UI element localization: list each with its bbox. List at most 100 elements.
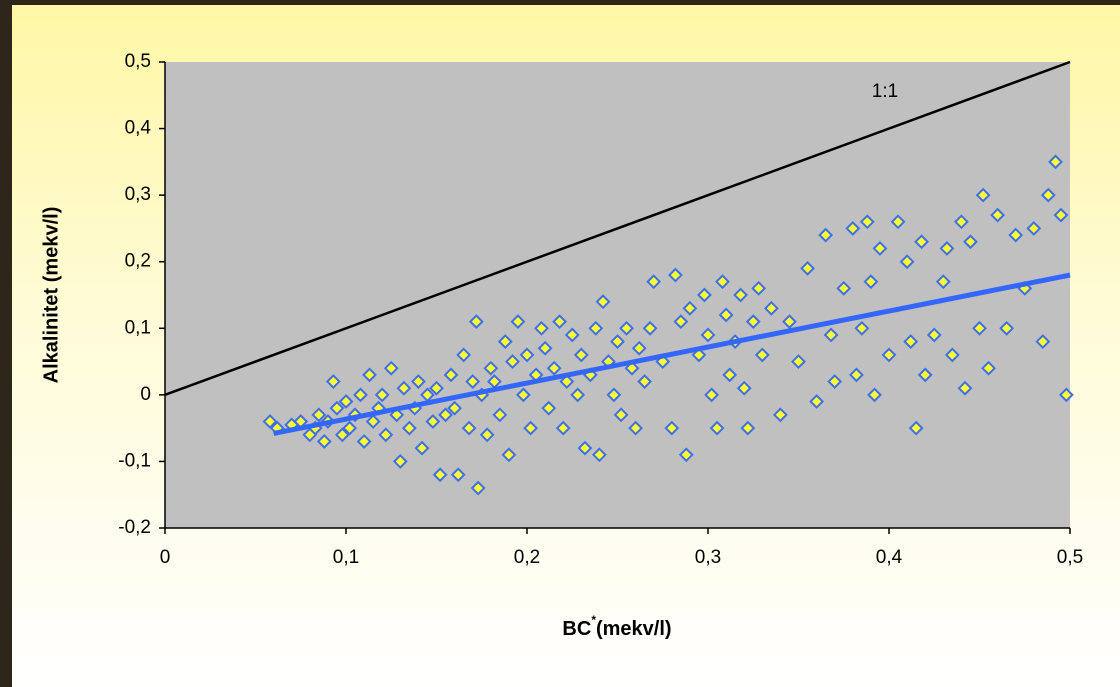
data-point [715,274,730,290]
data-point [791,354,806,369]
data-point [935,274,951,290]
x-tick-label: 0,5 [1057,547,1083,568]
data-point [501,447,517,463]
data-point [867,387,882,403]
data-point [696,287,712,303]
data-point [890,214,906,230]
data-point [972,320,987,336]
data-point [827,374,843,389]
data-point [1048,154,1063,170]
x-axis-title-main: BC [562,618,591,640]
data-point [316,434,332,449]
data-point [342,420,358,436]
x-tick-label: 0 [160,547,171,568]
data-point [637,374,653,389]
data-point [944,347,960,363]
x-tick-label: 0,3 [695,547,721,568]
y-tick-label: 0,4 [125,118,152,139]
data-point [1058,387,1074,403]
data-point [1008,227,1024,243]
data-point [754,347,770,363]
trend-line [273,272,1071,436]
reference-line [164,60,1071,397]
data-point [595,294,611,310]
data-point [613,407,629,423]
data-point [782,314,797,330]
data-point [682,300,698,316]
data-point [374,387,390,403]
data-point [1040,187,1056,203]
data-point [311,407,327,423]
data-point [1035,334,1051,350]
data-point [939,240,955,256]
data-point [823,327,839,343]
data-point [704,387,720,403]
data-point [818,227,834,243]
data-point [505,354,520,369]
data-point [515,387,531,403]
data-point [497,334,513,350]
data-point [872,240,888,256]
reference-line-label: 1:1 [872,81,898,102]
data-point [619,320,634,336]
data-point [733,287,748,303]
data-point [447,400,463,416]
data-point [673,314,689,330]
data-point [429,380,444,396]
data-point [975,187,991,203]
data-point [432,467,448,483]
data-point [470,480,486,496]
data-point [353,387,368,403]
data-point [365,414,381,429]
data-point [546,360,562,376]
data-point [610,334,625,350]
data-point [722,367,738,383]
data-point [401,420,417,436]
data-point [631,340,647,356]
data-point [678,447,694,463]
data-point [668,267,683,283]
data-point [552,314,567,330]
data-point [479,427,495,443]
data-point [338,394,354,409]
data-point [510,314,526,330]
data-point [325,374,341,389]
data-point [772,407,788,423]
data-point [849,367,864,383]
x-axis-title-unit: (mekv/l) [596,618,672,640]
y-tick-label: -0,1 [118,450,151,471]
data-point [745,314,761,330]
data-point [383,360,399,376]
x-axis-title: BC*(mekv/l) [562,613,671,640]
data-point [559,374,575,389]
data-point [859,214,875,230]
y-tick-label: 0 [140,384,151,405]
data-point [963,234,978,250]
data-point [465,374,481,389]
data-point [863,274,879,290]
data-point [1026,221,1042,236]
data-point [438,407,453,423]
data-point [577,440,593,456]
data-point [262,414,278,429]
data-point [881,347,897,363]
data-point [845,221,861,236]
data-point [914,234,929,250]
data-point [740,420,756,436]
data-point [999,320,1015,336]
x-tick-label: 0,1 [333,547,359,568]
data-point [917,367,933,383]
data-point [800,260,815,276]
data-point [570,387,586,403]
data-point [519,347,535,363]
data-point [700,327,716,343]
data-point [903,334,919,350]
data-point [899,254,915,270]
data-point [836,280,852,296]
data-point [573,347,589,363]
y-tick-label: 0,1 [125,317,151,338]
data-point [425,414,441,429]
data-point [534,320,549,336]
